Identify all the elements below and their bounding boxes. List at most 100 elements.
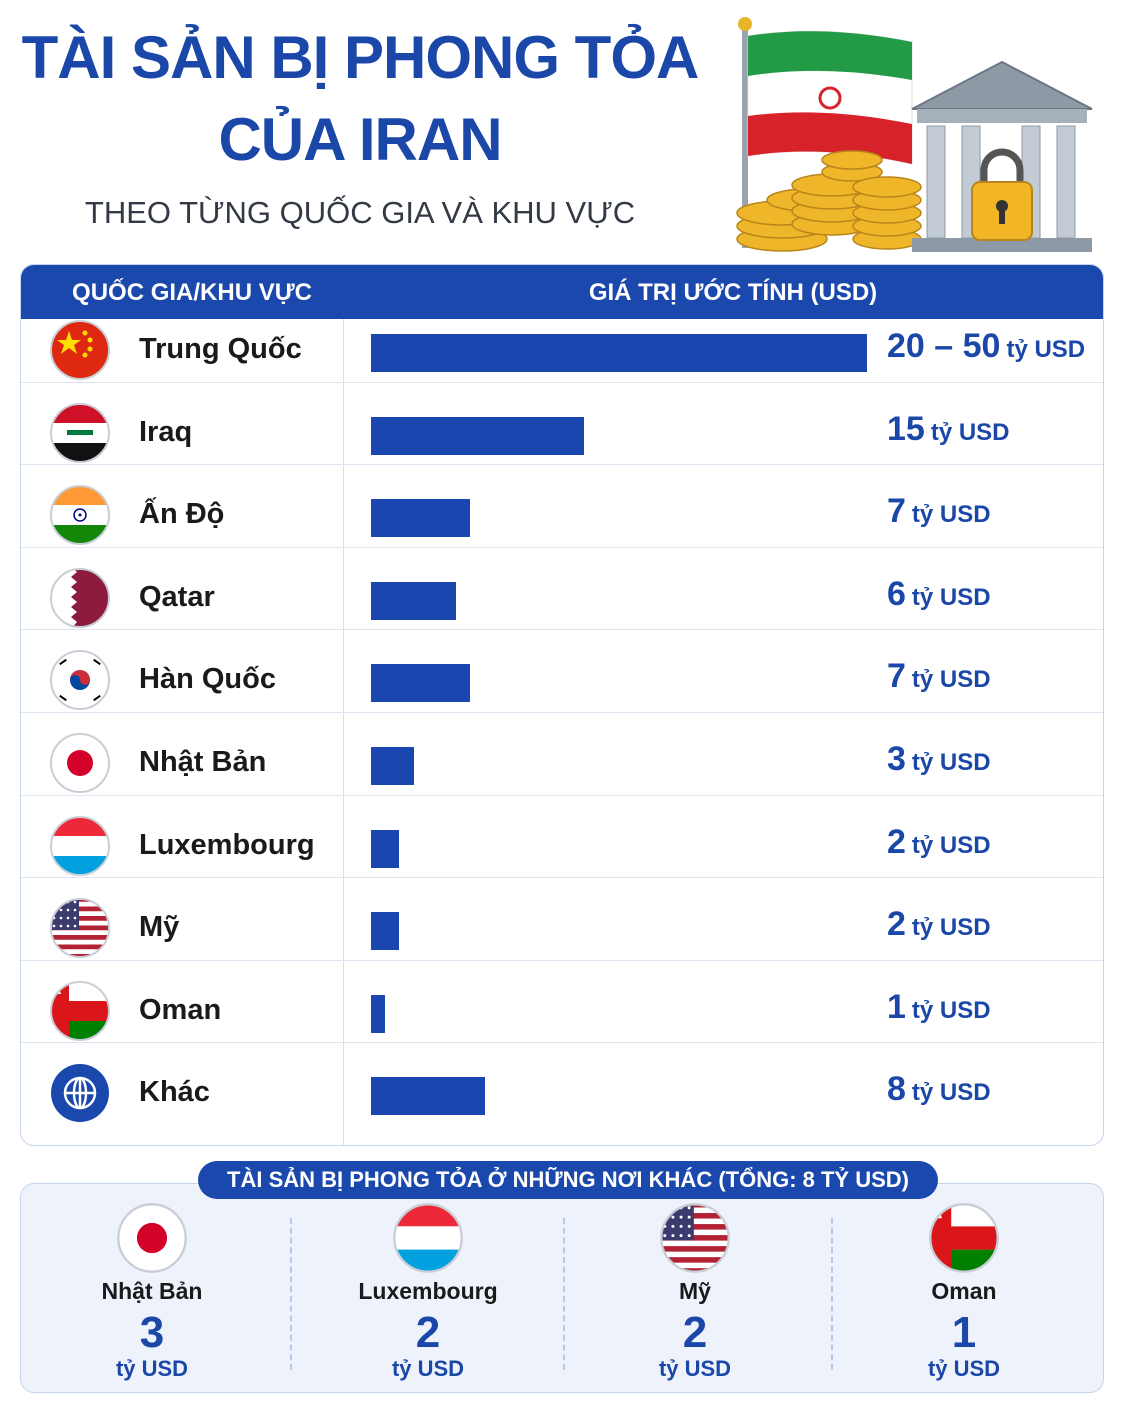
other-locations-panel: [20, 1183, 1104, 1393]
oman-flag-icon: [49, 980, 111, 1042]
other-location-name: Oman: [931, 1278, 997, 1304]
frozen-assets-table: QUỐC GIA/KHU VỰC GIÁ TRỊ ƯỚC TÍNH (USD) …: [20, 264, 1104, 1146]
bar: [371, 1077, 485, 1116]
japan-flag-icon: [116, 1202, 188, 1274]
bar: [371, 994, 386, 1033]
other-location-item: Oman 1 tỷ USD: [829, 1200, 1099, 1390]
column-header-country: QUỐC GIA/KHU VỰC: [72, 279, 312, 306]
bar: [371, 747, 414, 785]
country-name: Trung Quốc: [139, 333, 302, 365]
value-number: 2: [887, 822, 906, 861]
value-unit: tỷ USD: [911, 1079, 991, 1107]
country-name: Mỹ: [139, 911, 180, 944]
table-row: Nhật Bản 3 tỷ USD: [21, 712, 1103, 796]
value-unit: tỷ USD: [911, 831, 991, 859]
country-name: Nhật Bản: [139, 746, 267, 778]
column-header-value: GIÁ TRỊ ƯỚC TÍNH (USD): [588, 279, 878, 306]
other-location-unit: tỷ USD: [658, 1356, 732, 1381]
data-label: 7 tỷ USD: [887, 657, 991, 696]
table-row: Mỹ 2 tỷ USD: [21, 877, 1103, 961]
data-label: 8 tỷ USD: [887, 1070, 991, 1109]
table-row: Khác 8 tỷ USD: [21, 1042, 1103, 1125]
data-label: 3 tỷ USD: [887, 740, 991, 779]
page-title-line1: TÀI SẢN BỊ PHONG TỎA: [21, 24, 700, 91]
luxembourg-flag-icon: [392, 1202, 464, 1274]
value-unit: tỷ USD: [911, 914, 991, 942]
other-location-name: Mỹ: [679, 1278, 711, 1304]
value-number: 7: [887, 657, 906, 696]
table-row: Oman 1 tỷ USD: [21, 960, 1103, 1044]
bar: [371, 499, 471, 538]
page-title-line2: CỦA IRAN: [218, 106, 502, 173]
other-location-name: Luxembourg: [358, 1278, 498, 1304]
other-location-unit: tỷ USD: [927, 1356, 1001, 1381]
other-location-value: 2: [415, 1308, 441, 1357]
table-row: Qatar 6 tỷ USD: [21, 547, 1103, 631]
data-label: 1 tỷ USD: [887, 988, 991, 1027]
country-name: Oman: [139, 993, 222, 1026]
other-location-value: 1: [951, 1308, 977, 1357]
other-location-item: Nhật Bản 3 tỷ USD: [17, 1200, 287, 1390]
country-name: Khác: [139, 1076, 210, 1109]
value-unit: tỷ USD: [1006, 336, 1086, 363]
bar: [371, 334, 867, 372]
iran-frozen-assets-illustration: [736, 17, 1093, 252]
country-name: Qatar: [139, 580, 215, 613]
globe-icon: [49, 1062, 111, 1124]
country-name: Hàn Quốc: [139, 663, 276, 696]
value-unit: tỷ USD: [930, 418, 1010, 446]
india-flag-icon: [49, 484, 111, 546]
value-number: 20 – 50: [887, 327, 1001, 365]
bar: [371, 416, 584, 455]
divider: [563, 1218, 565, 1370]
divider: [831, 1218, 833, 1370]
value-number: 2: [887, 905, 906, 944]
page-subtitle: THEO TỪNG QUỐC GIA VÀ KHU VỰC: [84, 195, 636, 230]
country-name: Ấn Độ: [139, 498, 225, 531]
other-location-value: 3: [139, 1308, 165, 1357]
divider: [290, 1218, 292, 1370]
japan-flag-icon: [49, 732, 111, 794]
table-header: QUỐC GIA/KHU VỰC GIÁ TRỊ ƯỚC TÍNH (USD): [21, 265, 1103, 319]
column-divider: [343, 319, 344, 1145]
table-row: Luxembourg 2 tỷ USD: [21, 795, 1103, 879]
value-unit: tỷ USD: [911, 583, 991, 611]
other-location-item: Luxembourg 2 tỷ USD: [293, 1200, 563, 1390]
country-name: Iraq: [139, 415, 193, 448]
value-unit: tỷ USD: [911, 666, 991, 694]
china-flag-icon: [49, 319, 111, 381]
value-number: 1: [887, 987, 906, 1026]
usa-flag-icon: [49, 897, 111, 959]
other-location-value: 2: [682, 1308, 708, 1357]
table-row: Hàn Quốc 7 tỷ USD: [21, 629, 1103, 713]
usa-flag-icon: [659, 1202, 731, 1274]
luxembourg-flag-icon: [49, 815, 111, 877]
value-number: 3: [887, 740, 906, 778]
country-name: Luxembourg: [139, 828, 315, 861]
qatar-flag-icon: [49, 567, 111, 629]
value-number: 6: [887, 574, 906, 613]
value-unit: tỷ USD: [911, 501, 991, 529]
value-number: 15: [887, 409, 925, 448]
oman-flag-icon: [928, 1202, 1000, 1274]
table-row: Ấn Độ 7 tỷ USD: [21, 464, 1103, 548]
data-label: 7 tỷ USD: [887, 492, 991, 531]
bar: [371, 664, 471, 703]
value-number: 8: [887, 1070, 906, 1109]
table-row: Iraq 15 tỷ USD: [21, 382, 1103, 466]
data-label: 2 tỷ USD: [887, 905, 991, 944]
table-row: Trung Quốc 20 – 50 tỷ USD: [21, 299, 1103, 383]
other-location-unit: tỷ USD: [391, 1356, 465, 1381]
data-label: 20 – 50 tỷ USD: [887, 327, 1085, 366]
data-label: 15 tỷ USD: [887, 410, 1010, 449]
data-label: 6 tỷ USD: [887, 575, 991, 614]
korea-flag-icon: [49, 649, 111, 711]
iraq-flag-icon: [49, 402, 111, 464]
value-unit: tỷ USD: [911, 749, 991, 776]
other-locations-title: TÀI SẢN BỊ PHONG TỎA Ở NHỮNG NƠI KHÁC (T…: [198, 1161, 938, 1199]
bar: [371, 829, 400, 868]
other-location-item: Mỹ 2 tỷ USD: [560, 1200, 830, 1390]
other-location-name: Nhật Bản: [101, 1278, 203, 1304]
bar: [371, 912, 400, 951]
value-unit: tỷ USD: [911, 996, 991, 1024]
